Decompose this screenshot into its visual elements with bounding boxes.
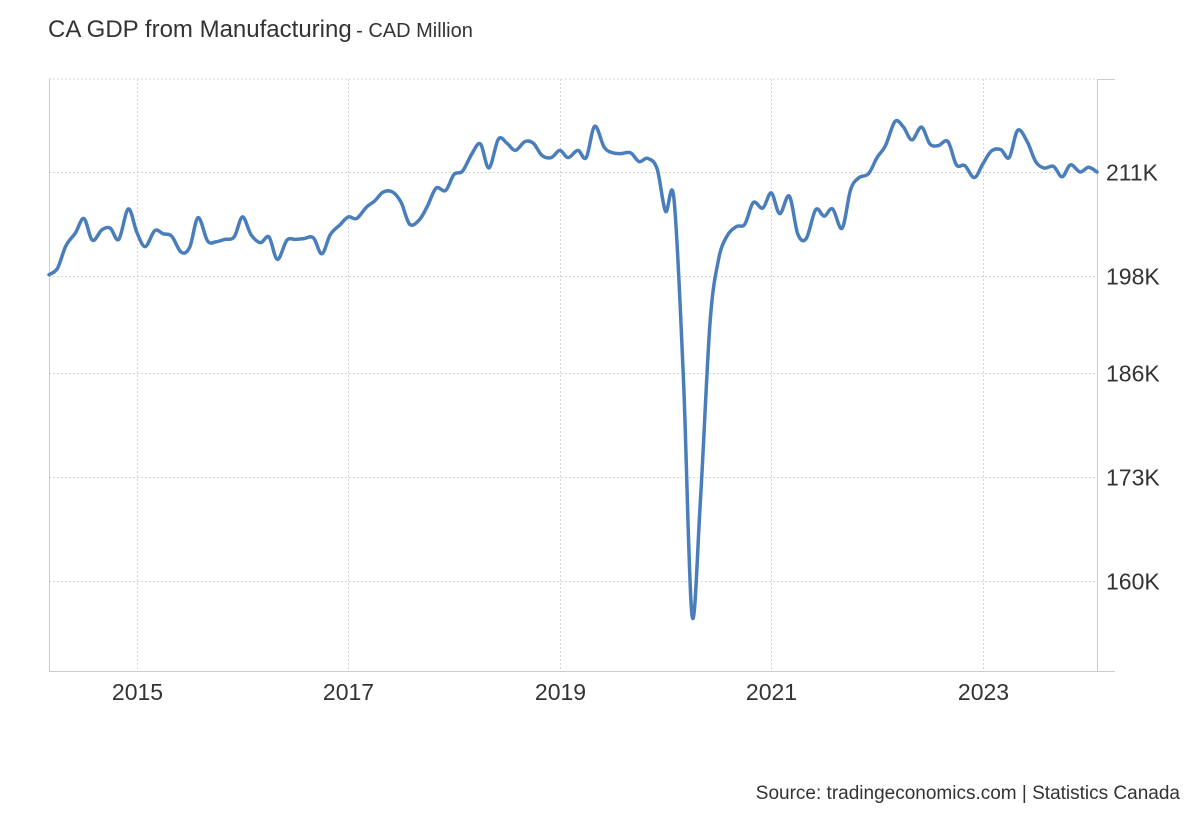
series-layer xyxy=(47,118,1099,621)
y-tick-label: 160K xyxy=(1106,569,1160,595)
tick-label-layer: 160K 173K 186K 198K 211K 2015 2017 2019 2021 2023 xyxy=(112,160,1160,706)
y-tick-label: 198K xyxy=(1106,264,1160,290)
source-note: Source: tradingeconomics.com | Statistic… xyxy=(755,783,1180,804)
y-tick-label: 211K xyxy=(1106,160,1159,186)
axis-layer xyxy=(49,79,1115,672)
chart-title: CA GDP from Manufacturing xyxy=(48,16,352,43)
series-line xyxy=(47,118,1099,621)
y-tick-label: 186K xyxy=(1106,361,1160,387)
x-tick-label: 2017 xyxy=(323,679,374,705)
x-tick-label: 2015 xyxy=(112,679,163,705)
chart-header: CA GDP from Manufacturing - CAD Million xyxy=(48,16,473,44)
chart-subtitle: - CAD Million xyxy=(356,20,473,42)
x-tick-label: 2019 xyxy=(535,679,586,705)
y-tick-label: 173K xyxy=(1106,465,1160,491)
x-tick-label: 2023 xyxy=(958,679,1009,705)
grid-layer xyxy=(49,78,1097,671)
x-tick-label: 2021 xyxy=(746,679,797,705)
